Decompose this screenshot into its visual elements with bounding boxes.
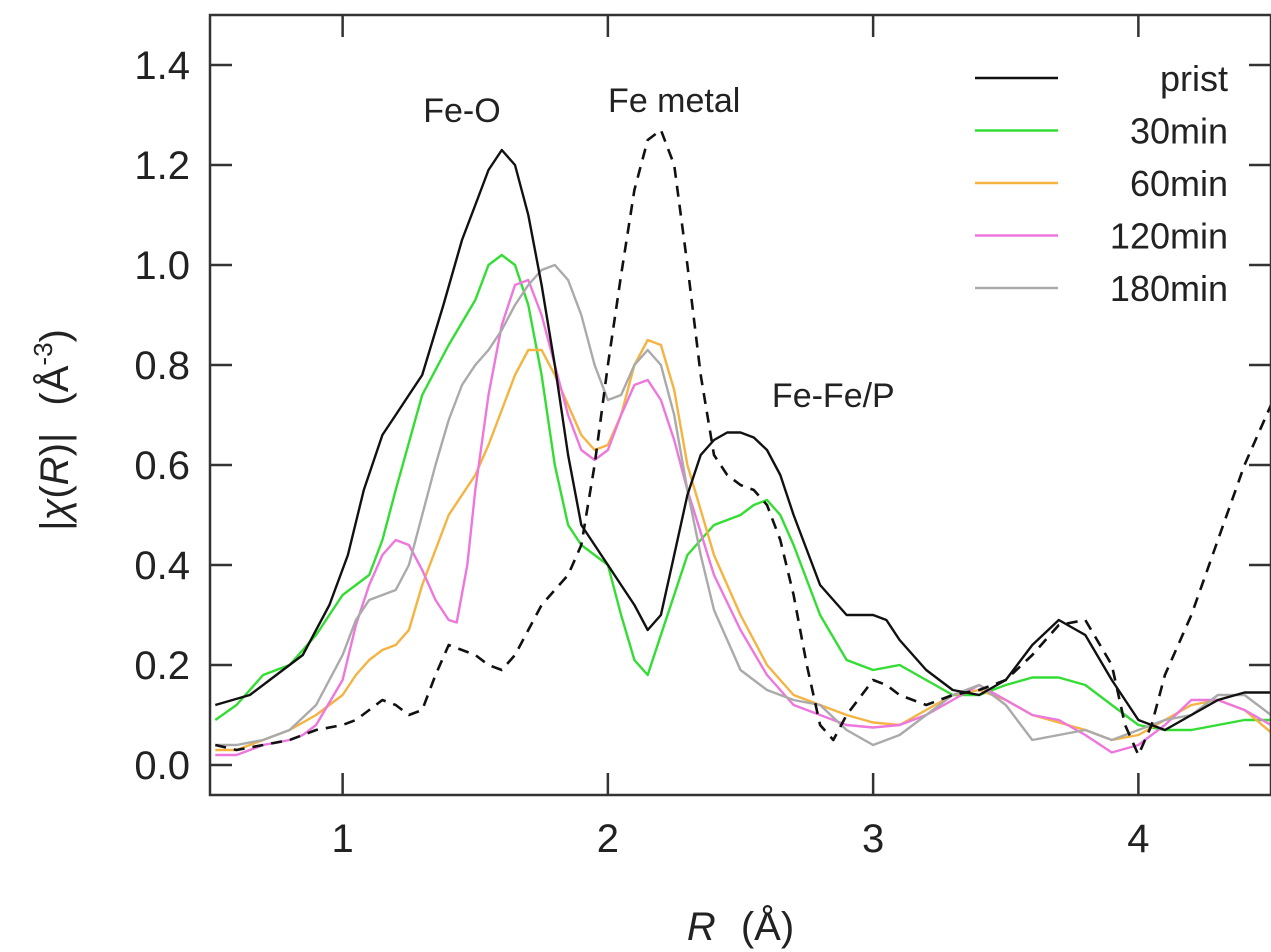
- series-line-60min: [215, 338, 1271, 752]
- y-tick-label: 0.2: [134, 644, 190, 688]
- x-axis-unit: (Å): [741, 904, 794, 949]
- y-tick-label: 1.2: [134, 144, 190, 188]
- y-tick-label: 0.0: [134, 744, 190, 788]
- series-line-prist: [214, 148, 1271, 732]
- x-tick-label: 1: [332, 817, 354, 861]
- annotation-fe-o: Fe-O: [423, 92, 500, 130]
- legend-label-180min: 180min: [1110, 268, 1228, 309]
- y-tick-label: 1.4: [134, 44, 190, 88]
- series-layer: [214, 128, 1271, 757]
- legend-label-prist: prist: [1160, 58, 1228, 99]
- series-line-120min: [215, 278, 1271, 757]
- legend: prist 30min 60min 120min 180min: [975, 58, 1228, 309]
- axis-ticks: 1 2 3 4 0.0 0.2 0.4 0.6 0.8 1.0 1.2 1.4: [134, 15, 1271, 861]
- annotation-fe-metal: Fe metal: [608, 82, 740, 120]
- x-axis-title: R (Å): [687, 904, 794, 949]
- annotations: Fe-O Fe metal Fe-Fe/P: [423, 82, 894, 415]
- legend-label-30min: 30min: [1130, 111, 1228, 152]
- legend-label-120min: 120min: [1110, 216, 1228, 257]
- y-tick-label: 0.6: [134, 444, 190, 488]
- y-tick-label: 0.8: [134, 344, 190, 388]
- y-axis-unit-close: ): [33, 329, 77, 342]
- x-axis-var: R: [687, 905, 716, 949]
- series-line-fe-metal: [215, 128, 1271, 757]
- x-tick-label: 3: [862, 817, 884, 861]
- y-axis-bar-left: |: [33, 520, 77, 530]
- legend-label-60min: 60min: [1130, 163, 1228, 204]
- x-tick-label: 2: [597, 817, 619, 861]
- y-axis-title: |χ(R)| (Å-3): [28, 329, 77, 531]
- plot-frame: [208, 13, 1271, 797]
- series-line-30min: [214, 253, 1271, 732]
- y-axis-chi: χ: [33, 497, 77, 523]
- annotation-fe-fe-p: Fe-Fe/P: [772, 377, 895, 415]
- x-tick-label: 4: [1127, 817, 1149, 861]
- y-axis-paren-open: (: [33, 485, 77, 499]
- y-axis-bar-right: )|: [33, 433, 77, 457]
- y-axis-unit-exponent: -3: [28, 342, 58, 365]
- y-tick-label: 1.0: [134, 244, 190, 288]
- y-axis-unit-open: (Å: [32, 365, 77, 405]
- y-tick-label: 0.4: [134, 544, 190, 588]
- series-line-180min: [215, 263, 1271, 747]
- y-axis-var: R: [33, 456, 77, 485]
